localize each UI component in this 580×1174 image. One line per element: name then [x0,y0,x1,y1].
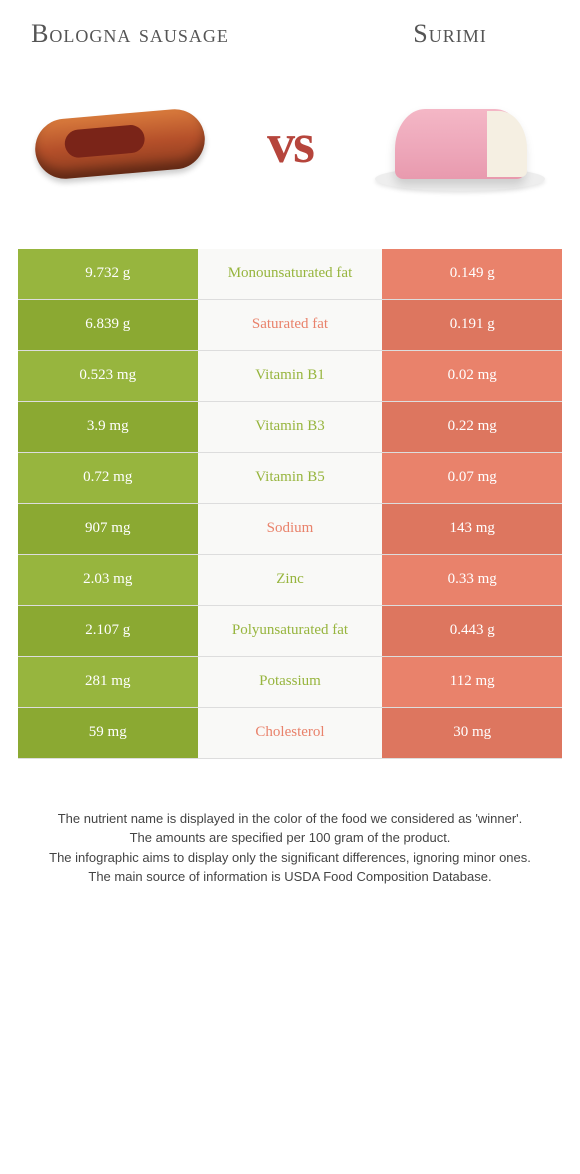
left-value: 9.732 g [18,249,198,299]
table-row: 2.03 mgZinc0.33 mg [18,555,562,606]
table-row: 0.72 mgVitamin B50.07 mg [18,453,562,504]
table-row: 281 mgPotassium112 mg [18,657,562,708]
footer-notes: The nutrient name is displayed in the co… [0,759,580,887]
footer-line: The main source of information is USDA F… [20,867,560,887]
left-value: 0.523 mg [18,351,198,401]
nutrient-name: Monounsaturated fat [198,249,383,299]
right-value: 112 mg [382,657,562,707]
nutrient-name: Vitamin B1 [198,351,383,401]
left-value: 2.03 mg [18,555,198,605]
left-value: 0.72 mg [18,453,198,503]
table-row: 0.523 mgVitamin B10.02 mg [18,351,562,402]
left-value: 907 mg [18,504,198,554]
right-value: 0.07 mg [382,453,562,503]
nutrient-name: Polyunsaturated fat [198,606,383,656]
right-value: 0.22 mg [382,402,562,452]
right-value: 0.191 g [382,300,562,350]
comparison-table: 9.732 gMonounsaturated fat0.149 g6.839 g… [18,249,562,759]
nutrient-name: Vitamin B3 [198,402,383,452]
right-value: 30 mg [382,708,562,758]
table-row: 9.732 gMonounsaturated fat0.149 g [18,249,562,300]
sausage-icon [33,106,208,181]
left-food-title: Bologna sausage [30,20,230,49]
header: Bologna sausage Surimi [0,0,580,59]
left-value: 2.107 g [18,606,198,656]
right-food-title: Surimi [350,20,550,49]
table-row: 2.107 gPolyunsaturated fat0.443 g [18,606,562,657]
table-row: 3.9 mgVitamin B30.22 mg [18,402,562,453]
footer-line: The nutrient name is displayed in the co… [20,809,560,829]
vs-label: vs [267,112,313,176]
nutrient-name: Cholesterol [198,708,383,758]
right-value: 0.443 g [382,606,562,656]
left-value: 281 mg [18,657,198,707]
nutrient-name: Vitamin B5 [198,453,383,503]
footer-line: The amounts are specified per 100 gram o… [20,828,560,848]
right-value: 0.02 mg [382,351,562,401]
table-row: 907 mgSodium143 mg [18,504,562,555]
nutrient-name: Sodium [198,504,383,554]
table-row: 59 mgCholesterol30 mg [18,708,562,759]
left-food-image [20,79,220,209]
images-row: vs [0,59,580,239]
right-value: 143 mg [382,504,562,554]
right-value: 0.33 mg [382,555,562,605]
table-row: 6.839 gSaturated fat0.191 g [18,300,562,351]
nutrient-name: Saturated fat [198,300,383,350]
nutrient-name: Potassium [198,657,383,707]
left-value: 6.839 g [18,300,198,350]
right-food-image [360,79,560,209]
footer-line: The infographic aims to display only the… [20,848,560,868]
right-value: 0.149 g [382,249,562,299]
surimi-icon [375,89,545,199]
nutrient-name: Zinc [198,555,383,605]
left-value: 3.9 mg [18,402,198,452]
left-value: 59 mg [18,708,198,758]
